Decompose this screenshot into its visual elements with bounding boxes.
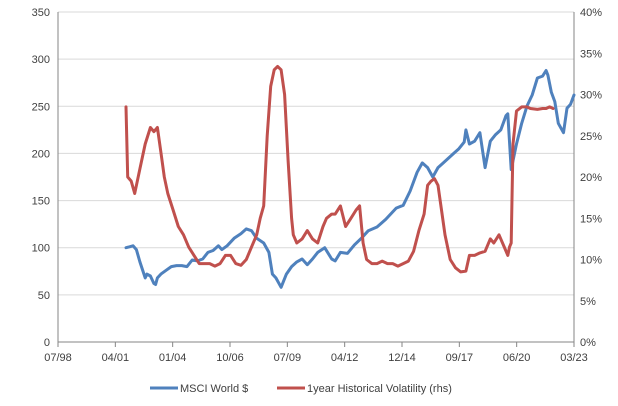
legend-label: 1year Historical Volatility (rhs) [307, 383, 452, 395]
y-left-tick-label: 0 [44, 337, 50, 349]
y-right-tick-label: 40% [580, 7, 602, 19]
y-left-tick-labels: 0 50 100 150 200 250 300 350 [32, 7, 50, 349]
y-left-tick-label: 250 [32, 101, 50, 113]
y-right-tick-label: 0% [580, 337, 596, 349]
x-tick-label: 01/04 [159, 352, 187, 364]
x-tick-label: 09/17 [446, 352, 474, 364]
y-right-tick-label: 10% [580, 255, 602, 267]
y-left-tick-label: 300 [32, 54, 50, 66]
x-tick-label: 07/98 [44, 352, 72, 364]
x-tick-label: 10/06 [216, 352, 244, 364]
x-tick-labels: 07/98 04/01 01/04 10/06 07/09 04/12 12/14 09/17… [44, 352, 588, 364]
legend-item: 1year Historical Volatility (rhs) [277, 383, 452, 395]
y-right-tick-label: 5% [580, 296, 596, 308]
x-tick-label: 06/20 [503, 352, 531, 364]
y-right-tick-label: 20% [580, 172, 602, 184]
y-left-tick-label: 100 [32, 243, 50, 255]
y-right-tick-label: 15% [580, 213, 602, 225]
y-left-tick-label: 350 [32, 7, 50, 19]
y-right-tick-label: 35% [580, 48, 602, 60]
y-right-tick-labels: 0% 5% 10% 15% 20% 25% 30% 35% 40% [580, 7, 602, 349]
legend-label: MSCI World $ [180, 383, 248, 395]
legend: MSCI World $ 1year Historical Volatility … [150, 383, 452, 395]
y-left-tick-label: 200 [32, 148, 50, 160]
axes [57, 12, 575, 347]
series-line-2 [124, 64, 555, 274]
x-tick-label: 07/09 [274, 352, 302, 364]
x-tick-label: 04/12 [331, 352, 359, 364]
series-layer [124, 64, 576, 289]
x-tick-label: 12/14 [388, 352, 416, 364]
y-left-tick-label: 50 [38, 290, 50, 302]
y-right-tick-label: 25% [580, 131, 602, 143]
x-tick-label: 03/23 [560, 352, 588, 364]
y-left-tick-label: 150 [32, 196, 50, 208]
x-tick-label: 04/01 [102, 352, 130, 364]
legend-item: MSCI World $ [150, 383, 248, 395]
y-right-tick-label: 30% [580, 90, 602, 102]
